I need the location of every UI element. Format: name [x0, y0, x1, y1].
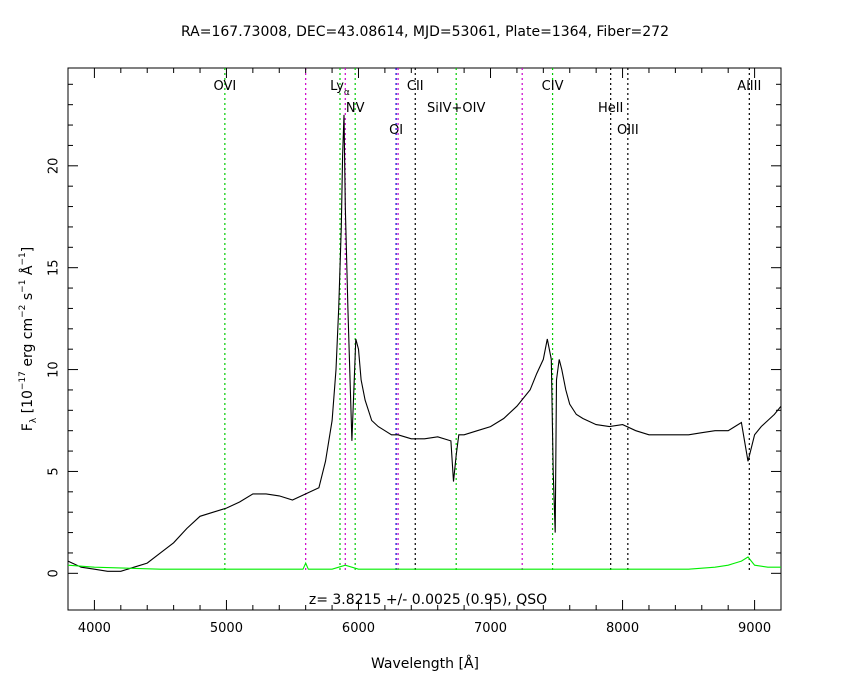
- x-tick-label: 4000: [78, 621, 111, 636]
- y-label-exp17: −17: [18, 371, 28, 390]
- y-tick-label: 5: [47, 467, 62, 475]
- emission-line-label: SiIV+OIV: [427, 101, 486, 116]
- x-axis-label-unit: Å: [464, 655, 474, 672]
- emission-line-label-sub: α: [344, 88, 350, 98]
- y-label-open: [10: [20, 390, 36, 418]
- x-tick-label: 5000: [210, 621, 243, 636]
- y-label-lambda: λ: [29, 417, 39, 423]
- axis-ticks: 4000 5000 6000 7000 8000 9000 0 5 10 15 20: [47, 68, 782, 636]
- x-axis-label-end: ]: [474, 656, 479, 672]
- x-tick-label: 7000: [474, 621, 507, 636]
- emission-line-label-text: HeII: [598, 101, 623, 116]
- x-axis-label: Wavelength [Å]: [371, 655, 479, 672]
- redshift-annotation: z= 3.8215 +/- 0.0025 (0.95), QSO: [309, 592, 547, 608]
- emission-line-label: HeII: [598, 101, 623, 116]
- emission-line-label-text: OIII: [617, 123, 639, 138]
- y-tick-label: 0: [47, 569, 62, 577]
- emission-line-label: AlIII: [737, 79, 761, 94]
- emission-line-label: OIII: [617, 123, 639, 138]
- y-label-f: F: [20, 423, 36, 431]
- y-tick-label: 15: [47, 259, 62, 276]
- error-series-line: [67, 556, 781, 570]
- emission-line-label-text: NV: [346, 101, 365, 116]
- emission-line-label-text: OVI: [213, 79, 236, 94]
- y-tick-label: 20: [47, 158, 62, 175]
- emission-line-label-text: AlIII: [737, 79, 761, 94]
- emission-line-label-text: CIV: [542, 79, 564, 94]
- chart-title: RA=167.73008, DEC=43.08614, MJD=53061, P…: [181, 24, 669, 40]
- series-layer: [67, 114, 782, 572]
- emission-line-label-text: OI: [389, 123, 403, 138]
- y-label-erg: erg cm: [20, 318, 36, 371]
- y-label-expm1b: −1: [18, 252, 28, 265]
- emission-line-label: CIV: [542, 79, 564, 94]
- emission-line-label: OI: [389, 123, 403, 138]
- emission-line-label: NV: [346, 101, 365, 116]
- emission-line-label: Lyα: [330, 79, 350, 98]
- y-axis-label: Fλ [10−17 erg cm−2 s−1 Å−1]: [18, 247, 39, 431]
- x-axis-label-main: Wavelength [: [371, 656, 464, 672]
- plot-frame: [67, 67, 782, 611]
- flux-series-line: [67, 114, 782, 572]
- emission-line-label-text: Ly: [330, 79, 344, 94]
- y-label-expm1a: −1: [18, 280, 28, 293]
- emission-line-label-text: SiIV+OIV: [427, 101, 486, 116]
- y-label-ang: Å: [19, 265, 36, 279]
- x-tick-label: 8000: [606, 621, 639, 636]
- emission-line-label: CII: [407, 79, 424, 94]
- emission-line-label-text: CII: [407, 79, 424, 94]
- x-tick-label: 9000: [738, 621, 771, 636]
- y-tick-label: 10: [47, 361, 62, 378]
- emission-line-label: OVI: [213, 79, 236, 94]
- y-label-s: s: [20, 293, 36, 305]
- x-tick-label: 6000: [342, 621, 375, 636]
- y-label-expm2: −2: [18, 305, 28, 318]
- y-label-close: ]: [20, 247, 36, 252]
